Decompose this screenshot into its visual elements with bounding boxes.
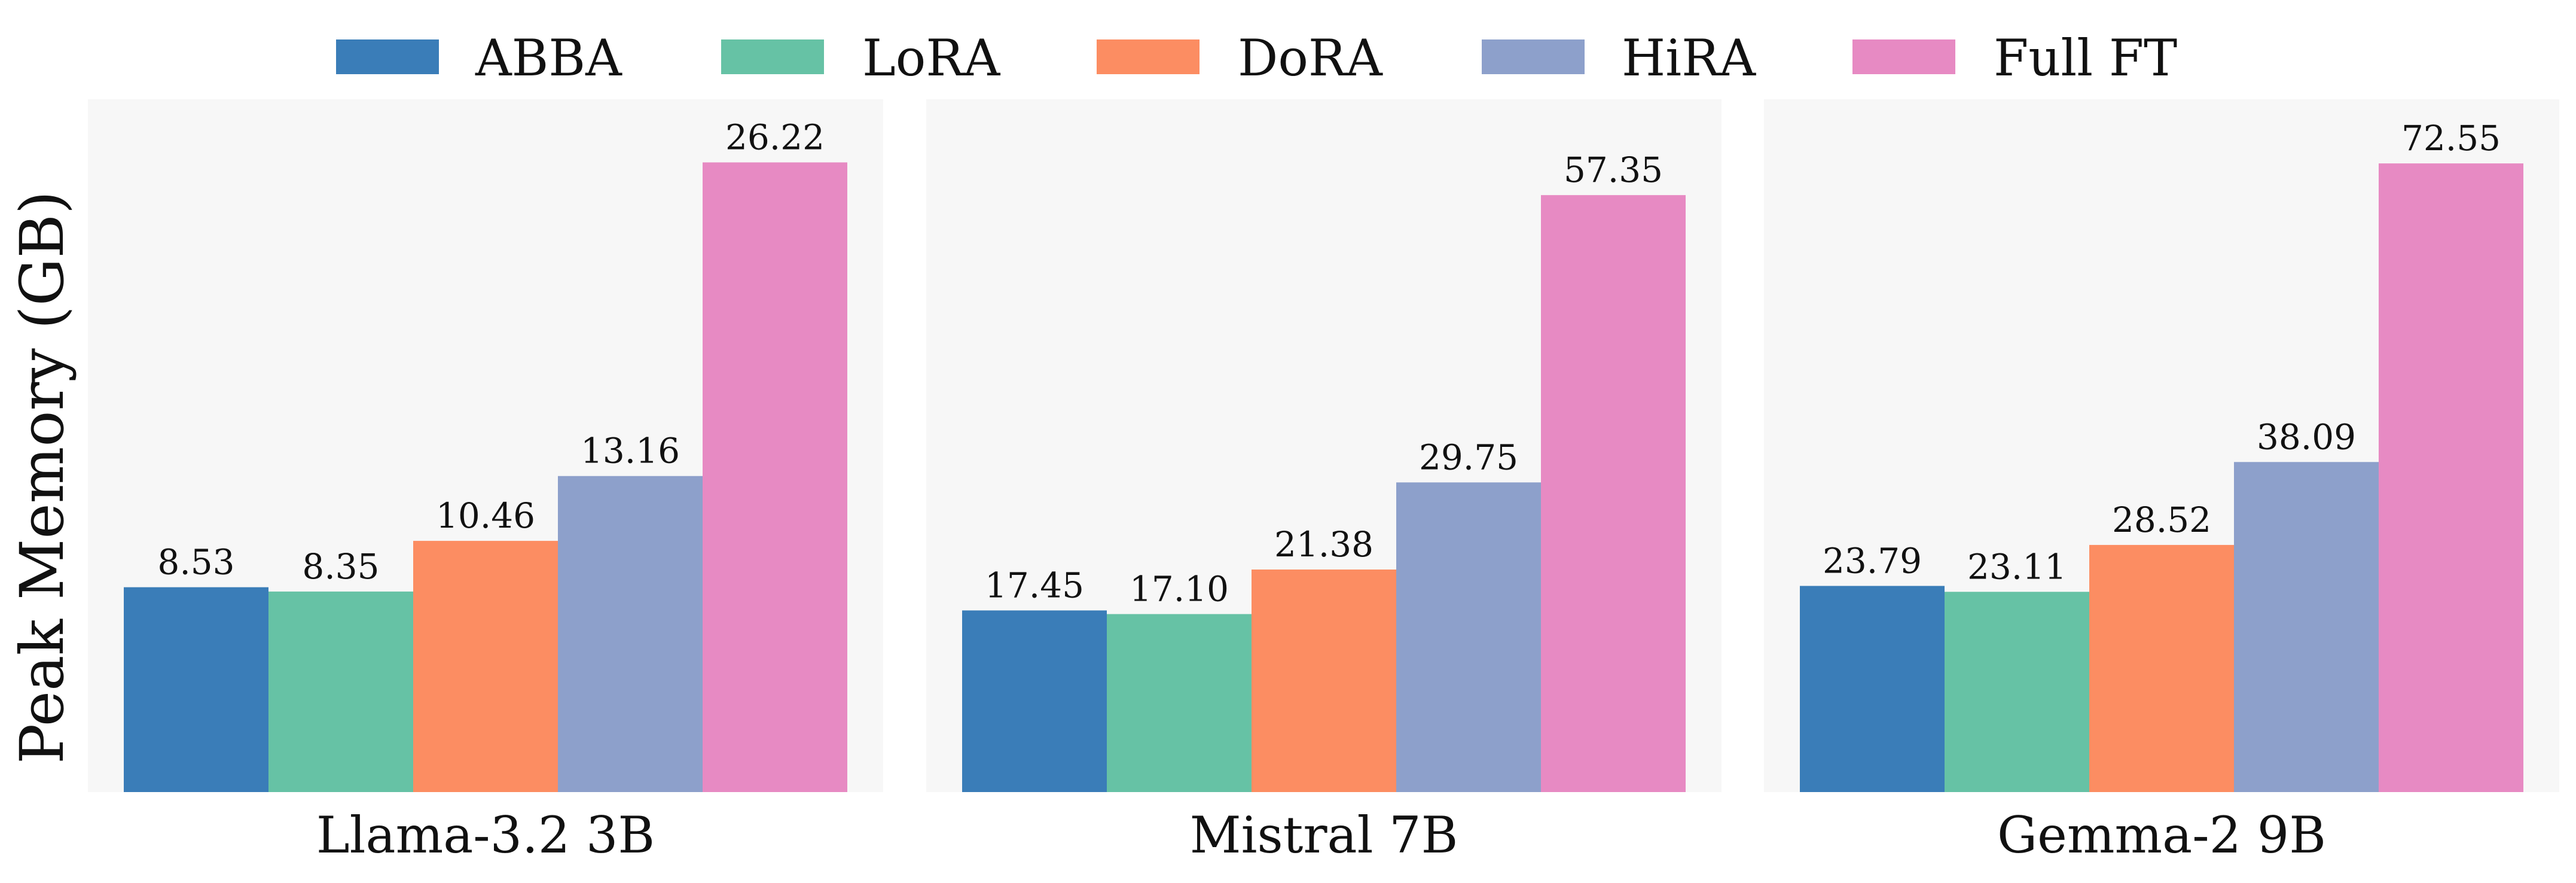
bar-group: 17.45 17.10 21.38 29.75 57.35 bbox=[962, 150, 1686, 792]
bar-full-ft bbox=[703, 162, 847, 792]
bar-abba bbox=[1800, 586, 1945, 792]
bar-group: 8.53 8.35 10.46 13.16 26.22 bbox=[124, 117, 847, 792]
panel-x-label: Llama-3.2 3B bbox=[316, 806, 655, 864]
value-label-full-ft: 57.35 bbox=[1564, 150, 1663, 190]
bar-abba bbox=[962, 610, 1107, 792]
legend-entry-lora: LoRA bbox=[721, 29, 1001, 87]
bar-dora bbox=[1252, 570, 1396, 792]
legend-label-hira: HiRA bbox=[1622, 29, 1756, 87]
value-label-hira: 13.16 bbox=[581, 431, 680, 471]
value-label-abba: 8.53 bbox=[157, 542, 234, 583]
legend-swatch-dora bbox=[1097, 39, 1200, 74]
legend-swatch-full-ft bbox=[1852, 39, 1955, 74]
legend-label-abba: ABBA bbox=[475, 29, 622, 87]
value-label-dora: 28.52 bbox=[2112, 500, 2211, 540]
bar-dora bbox=[413, 541, 558, 792]
value-label-full-ft: 26.22 bbox=[725, 117, 825, 157]
value-label-hira: 29.75 bbox=[1419, 437, 1518, 477]
value-label-hira: 38.09 bbox=[2257, 416, 2356, 457]
bar-hira bbox=[2234, 462, 2379, 792]
legend-label-lora: LoRA bbox=[862, 29, 1001, 87]
legend-entry-abba: ABBA bbox=[336, 29, 622, 87]
bar-full-ft bbox=[2379, 163, 2523, 792]
y-axis-label: Peak Memory (GB) bbox=[7, 191, 77, 764]
bar-lora bbox=[1945, 592, 2089, 792]
bar-lora bbox=[268, 591, 413, 792]
panel-x-label: Mistral 7B bbox=[1190, 806, 1458, 864]
bar-abba bbox=[124, 587, 268, 792]
value-label-abba: 17.45 bbox=[985, 565, 1084, 605]
value-label-dora: 10.46 bbox=[436, 495, 535, 536]
legend-entry-full-ft: Full FT bbox=[1852, 29, 2177, 87]
legend-label-dora: DoRA bbox=[1238, 29, 1383, 87]
panel-mistral: 17.45 17.10 21.38 29.75 57.35 Mistral 7B bbox=[926, 99, 1722, 864]
bar-group: 23.79 23.11 28.52 38.09 72.55 bbox=[1800, 118, 2523, 792]
legend-swatch-abba bbox=[336, 39, 439, 74]
value-label-abba: 23.79 bbox=[1823, 540, 1922, 581]
legend-label-full-ft: Full FT bbox=[1994, 29, 2177, 87]
value-label-dora: 21.38 bbox=[1274, 524, 1374, 565]
bar-hira bbox=[1396, 482, 1541, 792]
bar-hira bbox=[558, 476, 703, 792]
bar-dora bbox=[2089, 544, 2234, 792]
value-label-lora: 8.35 bbox=[302, 546, 379, 587]
legend-entry-hira: HiRA bbox=[1482, 29, 1756, 87]
bar-full-ft bbox=[1541, 195, 1686, 792]
legend-swatch-hira bbox=[1482, 39, 1585, 74]
bar-lora bbox=[1107, 614, 1252, 792]
panel-x-label: Gemma-2 9B bbox=[1997, 806, 2326, 864]
legend-swatch-lora bbox=[721, 39, 824, 74]
legend-entry-dora: DoRA bbox=[1097, 29, 1383, 87]
legend: ABBA LoRA DoRA HiRA Full FT bbox=[336, 29, 2177, 87]
panel-llama: 8.53 8.35 10.46 13.16 26.22 Llama-3.2 3B bbox=[88, 99, 883, 864]
value-label-lora: 23.11 bbox=[1967, 546, 2067, 587]
value-label-full-ft: 72.55 bbox=[2401, 118, 2501, 159]
value-label-lora: 17.10 bbox=[1130, 568, 1229, 609]
panel-gemma: 23.79 23.11 28.52 38.09 72.55 Gemma-2 9B bbox=[1764, 99, 2559, 864]
